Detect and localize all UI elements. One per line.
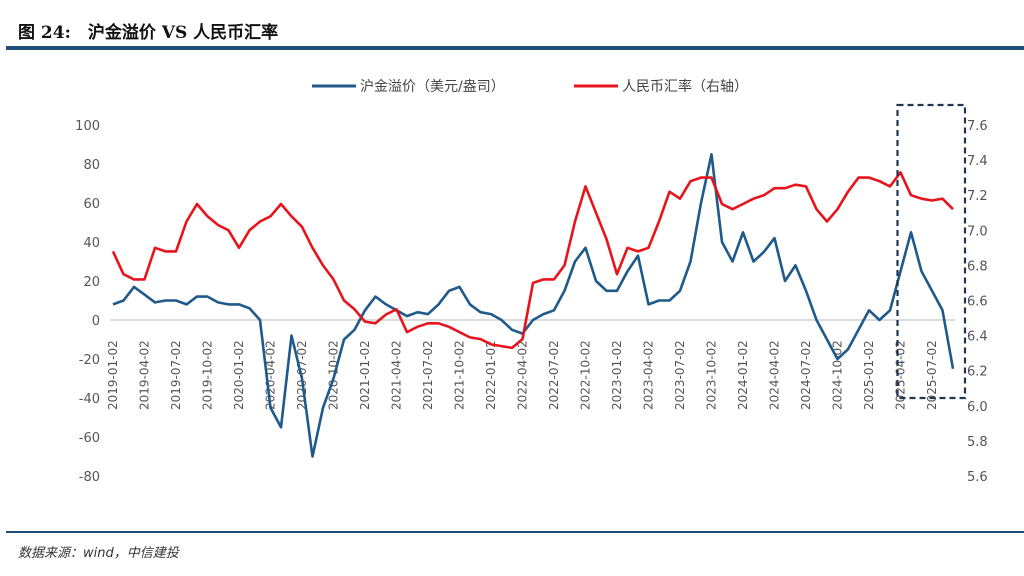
right-axis-tick: 7.2 (967, 189, 988, 204)
x-axis-tick: 2024-01-02 (736, 340, 750, 410)
x-axis-tick: 2025-04-02 (894, 340, 908, 410)
x-axis-tick: 2023-04-02 (642, 340, 656, 410)
chart-title: 图 24: 沪金溢价 VS 人民币汇率 (18, 23, 279, 43)
left-axis-tick: 40 (83, 236, 100, 251)
left-axis-tick: -20 (79, 353, 100, 368)
x-axis-tick: 2023-10-02 (705, 340, 719, 410)
right-axis-tick: 7.0 (967, 224, 988, 239)
premium-series-line (112, 153, 955, 458)
x-axis-tick: 2024-07-02 (799, 340, 813, 410)
left-axis-tick: 60 (83, 197, 100, 212)
footer-divider (6, 531, 1024, 533)
x-axis-tick: 2021-10-02 (453, 340, 467, 410)
right-axis-tick: 5.6 (967, 470, 988, 485)
x-axis-tick: 2020-01-02 (232, 340, 246, 410)
x-axis-tick: 2022-10-02 (579, 340, 593, 410)
left-axis-tick: 80 (83, 158, 100, 173)
left-axis-tick: -40 (79, 392, 100, 407)
x-axis-tick: 2019-01-02 (106, 340, 120, 410)
left-axis-tick: 20 (83, 275, 100, 290)
x-axis-tick: 2019-10-02 (201, 340, 215, 410)
right-axis-tick: 6.4 (967, 330, 988, 345)
right-axis-tick: 5.8 (967, 435, 988, 450)
legend-label: 人民币汇率（右轴） (622, 78, 748, 95)
right-axis-tick: 6.0 (967, 400, 988, 415)
right-axis-tick: 7.6 (967, 119, 988, 134)
x-axis-tick: 2021-04-02 (390, 340, 404, 410)
right-axis-tick: 6.2 (967, 365, 988, 380)
left-axis-tick: -80 (79, 470, 100, 485)
x-axis-tick: 2025-07-02 (925, 340, 939, 410)
right-axis-tick: 7.4 (967, 154, 988, 169)
cny-rate-series-line (111, 171, 954, 350)
x-axis-tick: 2019-07-02 (169, 340, 183, 410)
x-axis-tick: 2023-07-02 (673, 340, 687, 410)
left-axis-tick: -60 (79, 431, 100, 446)
title-divider (6, 46, 1024, 50)
x-axis-tick: 2023-01-02 (610, 340, 624, 410)
x-axis-tick: 2021-07-02 (421, 340, 435, 410)
x-axis-tick: 2025-01-02 (862, 340, 876, 410)
x-axis-tick: 2020-04-02 (264, 340, 278, 410)
legend-label: 沪金溢价（美元/盎司） (360, 79, 505, 95)
highlight-box (896, 103, 967, 400)
x-axis-tick: 2021-01-02 (358, 340, 372, 410)
left-axis-tick: 100 (75, 119, 100, 134)
right-axis-tick: 6.6 (967, 295, 988, 310)
left-axis-tick: 0 (92, 314, 100, 329)
x-axis-tick: 2024-04-02 (768, 340, 782, 410)
x-axis-tick: 2022-04-02 (516, 340, 530, 410)
data-source: 数据来源：wind，中信建投 (18, 546, 179, 561)
x-axis-tick: 2019-04-02 (138, 340, 152, 410)
x-axis-tick: 2022-07-02 (547, 340, 561, 410)
right-axis-tick: 6.8 (967, 259, 988, 274)
x-axis-tick: 2022-01-02 (484, 340, 498, 410)
x-axis-tick: 2024-10-02 (831, 340, 845, 410)
